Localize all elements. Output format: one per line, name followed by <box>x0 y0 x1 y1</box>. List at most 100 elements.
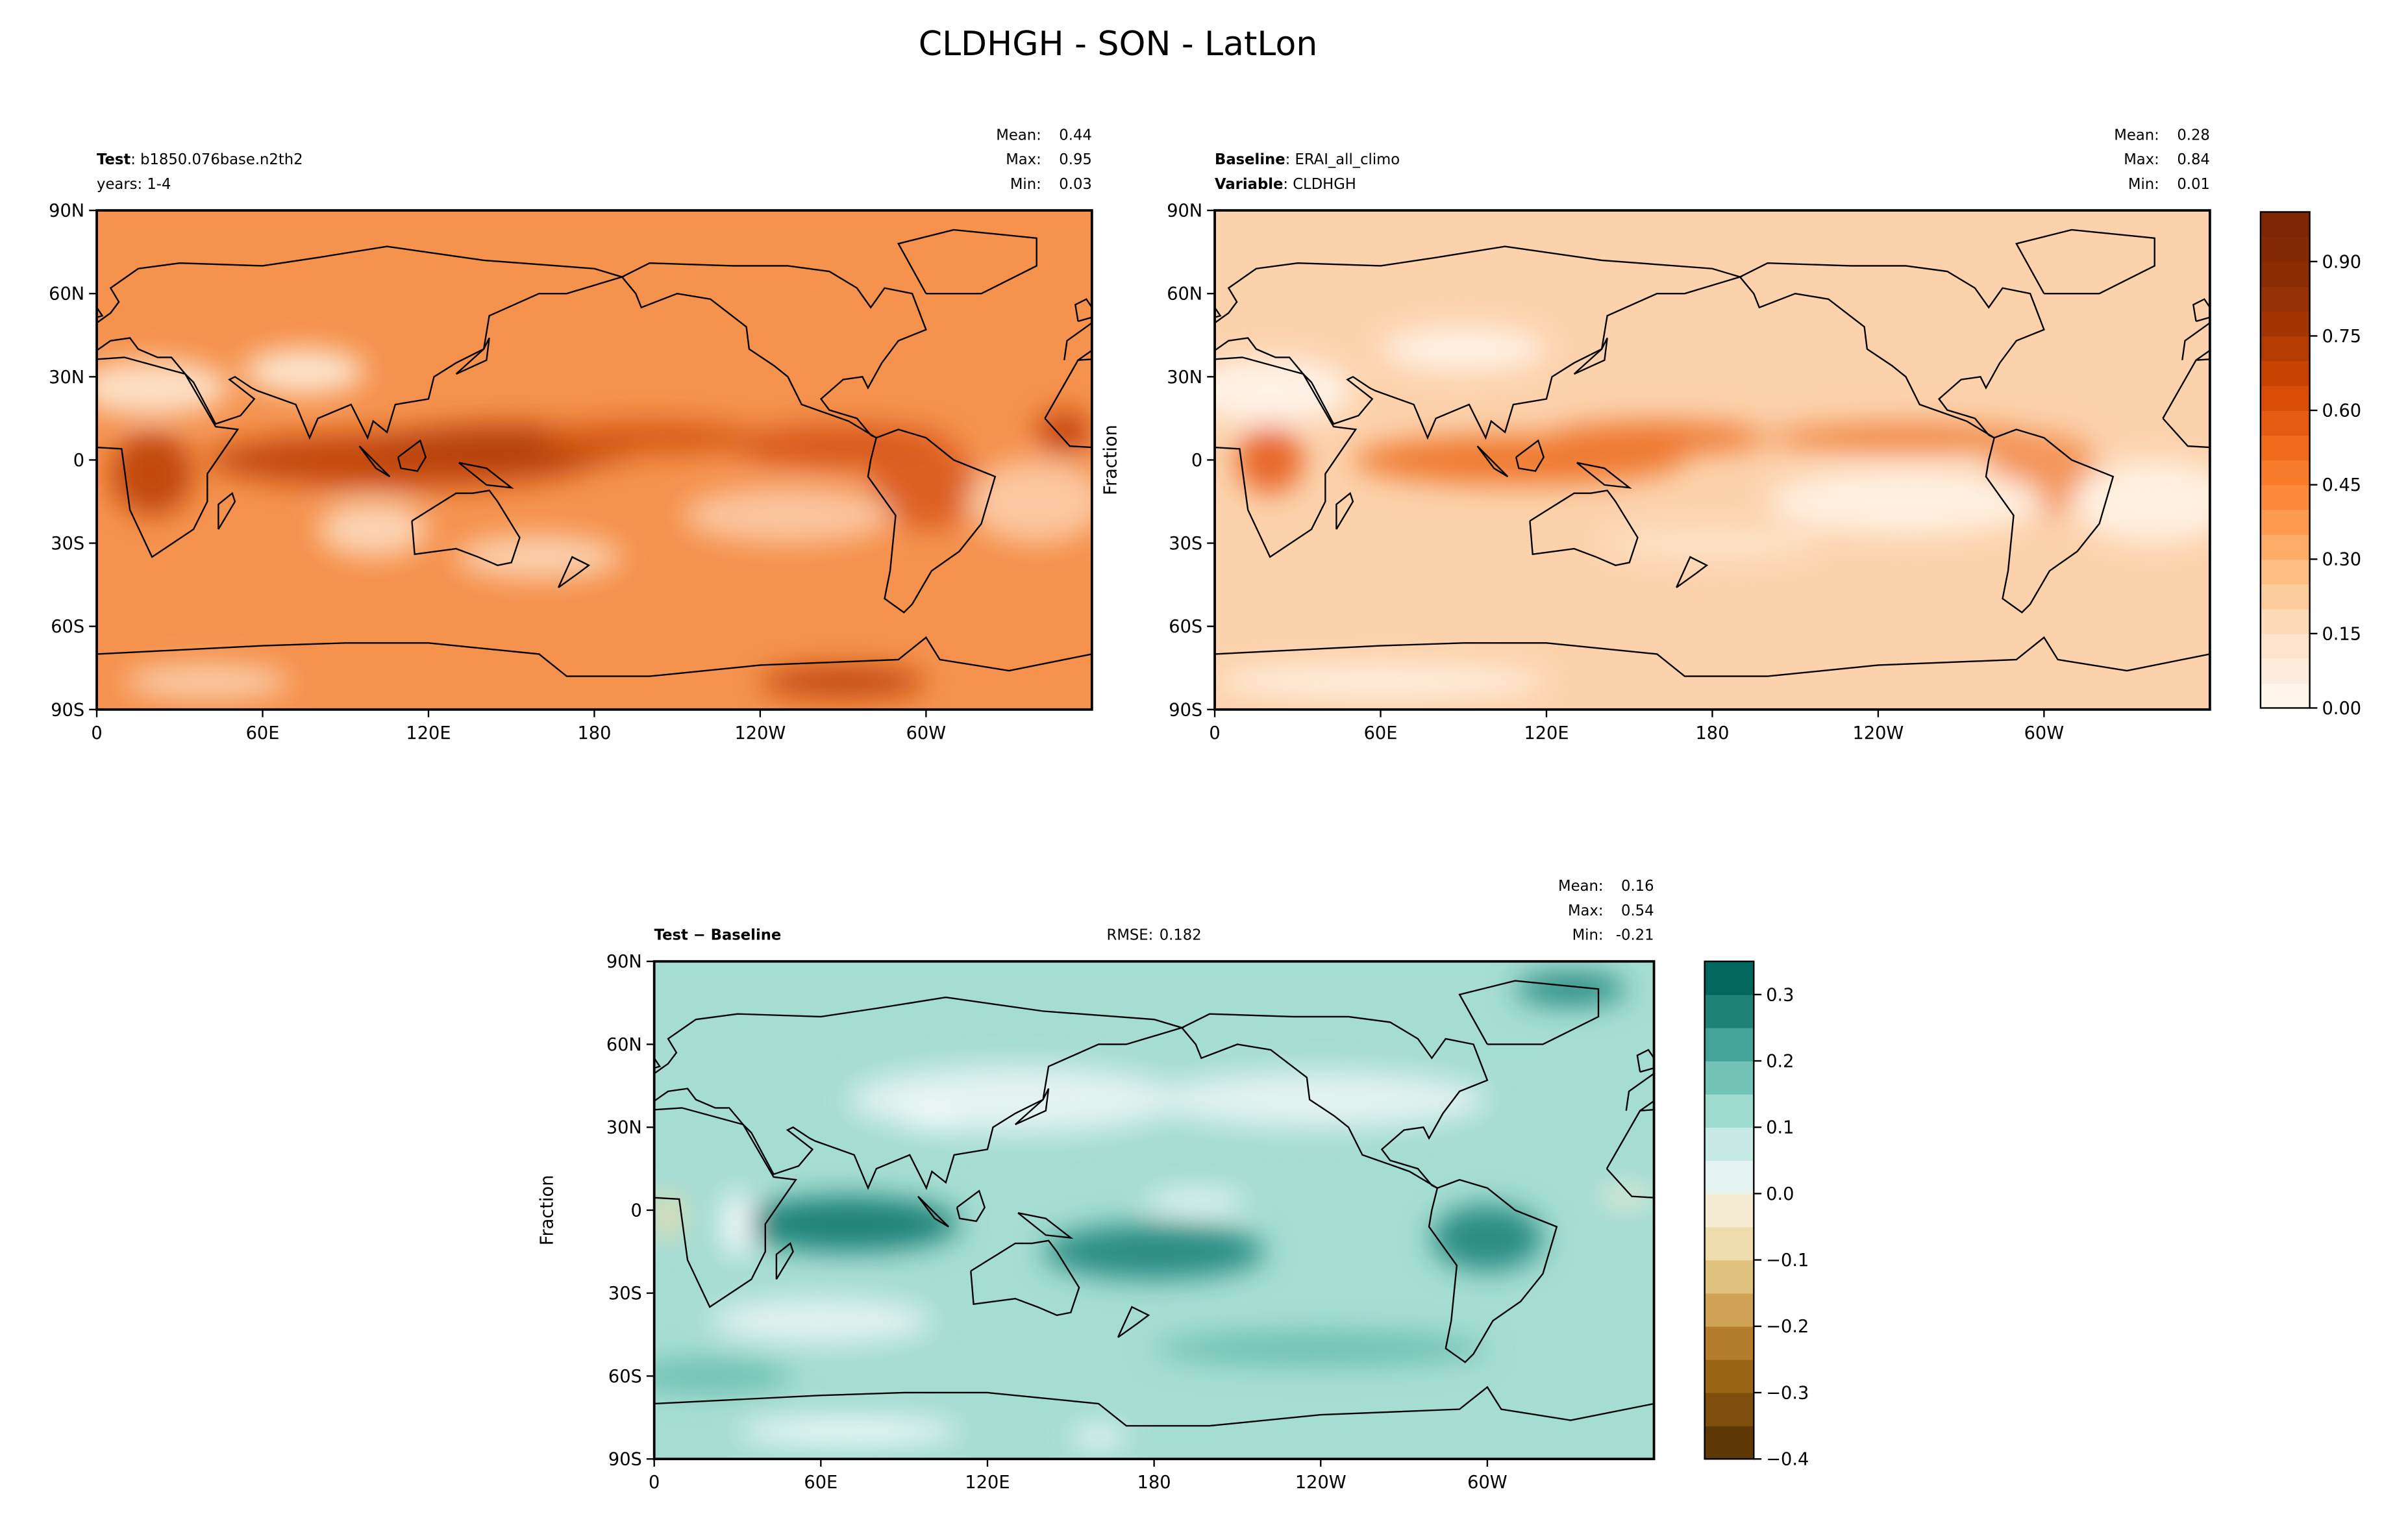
field-blobs <box>97 349 1092 699</box>
y-tick-label: 30N <box>1167 367 1202 388</box>
y-tick-label: 90S <box>51 700 84 720</box>
colorbar-tick-label: −0.2 <box>1766 1317 1809 1337</box>
x-tick-label: 60E <box>804 1473 838 1493</box>
colorbar-tick-label: 0.15 <box>2322 624 2362 644</box>
stat-label: Max: <box>1568 902 1604 919</box>
colorbar-band <box>1704 1094 1754 1128</box>
coastline <box>97 356 240 558</box>
stat-label: Min: <box>1010 176 1041 193</box>
colorbar-band <box>2260 336 2310 362</box>
panel-label-part: Test − Baseline <box>654 927 782 944</box>
panel-label-part: : ERAI_all_climo <box>1285 151 1400 168</box>
y-tick-label: 60N <box>1167 284 1202 305</box>
y-tick-label: 60N <box>606 1035 642 1055</box>
colorbar-band <box>2260 460 2310 486</box>
field-blob <box>317 501 428 557</box>
colorbar-tick-label: −0.4 <box>1766 1450 1809 1470</box>
x-tick-label: 0 <box>1209 723 1220 743</box>
coastline <box>956 1189 986 1223</box>
coastline <box>411 490 521 566</box>
coastline <box>1529 490 1639 566</box>
coastline <box>1181 1013 1489 1189</box>
field-blob <box>738 1420 960 1443</box>
field-blob <box>682 488 893 543</box>
x-tick-label: 180 <box>1695 723 1729 743</box>
coastline <box>217 491 236 530</box>
y-tick-label: 30S <box>51 534 84 554</box>
colorbar-band <box>1704 1426 1754 1460</box>
field-blobs <box>1215 327 2210 699</box>
coastline <box>654 996 1185 1190</box>
colorbar-tick-label: 0.75 <box>2322 327 2362 347</box>
y-tick-label: 60S <box>51 617 84 637</box>
field-blob <box>849 1066 1182 1133</box>
panel-label: Variable: CLDHGH <box>1215 176 1356 193</box>
field-blob <box>456 534 623 580</box>
coastline <box>1676 556 1709 588</box>
x-tick-label: 60E <box>1364 723 1398 743</box>
coastline <box>1215 356 1358 558</box>
coastline <box>1739 262 2045 439</box>
colorbar-band <box>1704 1392 1754 1426</box>
field-blob <box>539 421 760 454</box>
panel-label-part: Test <box>97 151 130 168</box>
map-field <box>654 961 2408 1460</box>
stat-value: -0.21 <box>1616 927 1654 944</box>
colorbar-tick-label: 0.3 <box>1766 985 1794 1005</box>
field-blob <box>1237 427 1304 493</box>
stat-value: 0.95 <box>1059 151 1092 168</box>
y-tick-label: 60N <box>49 284 84 305</box>
field-blob <box>1154 1332 1487 1365</box>
panel-label-part: years: 1-4 <box>97 176 171 193</box>
y-tick-label: 90S <box>608 1450 642 1470</box>
coastline <box>1985 429 2115 614</box>
x-tick-label: 60W <box>1467 1473 1507 1493</box>
y-tick-label: 90N <box>1167 201 1202 221</box>
colorbar-tick-label: 0.0 <box>1766 1184 1794 1204</box>
field-blob <box>243 349 366 393</box>
coastline <box>97 245 625 440</box>
colorbar-band <box>1704 1293 1754 1327</box>
colorbar-band <box>1704 1260 1754 1294</box>
colorbar-tick-label: 0.30 <box>2322 550 2362 570</box>
panel-label: years: 1-4 <box>97 176 171 193</box>
x-tick-label: 120E <box>965 1473 1010 1493</box>
colorbar-band <box>2260 608 2310 634</box>
coastline <box>897 229 1037 295</box>
colorbar-band <box>1704 1226 1754 1261</box>
field-blob <box>1767 423 2044 452</box>
field-blob <box>1036 410 1092 454</box>
colorbar-tick-label: −0.3 <box>1766 1383 1809 1403</box>
coastline <box>455 337 490 375</box>
colorbar-band <box>2260 584 2310 610</box>
coastline <box>2015 229 2155 295</box>
colorbar-band <box>2260 435 2310 461</box>
colorbar-band <box>2260 633 2310 659</box>
y-tick-label: 30N <box>49 367 84 388</box>
stat-label: Mean: <box>996 127 1041 143</box>
coastline <box>1117 1306 1150 1338</box>
field-blob <box>1598 1187 1654 1205</box>
x-tick-label: 60E <box>246 723 280 743</box>
colorbar-band <box>2260 212 2310 238</box>
x-tick-label: 60W <box>2024 723 2064 743</box>
stat-label: Max: <box>2124 151 2159 168</box>
colorbar-band <box>2260 658 2310 684</box>
field-blob <box>97 360 230 416</box>
coastline <box>1476 445 1509 478</box>
coastline <box>1918 1197 1948 1227</box>
colorbar-band <box>2260 385 2310 411</box>
y-tick-label: 30N <box>606 1118 642 1138</box>
colorbar-band <box>2260 360 2310 386</box>
colorbar-tick-label: 0.90 <box>2322 252 2362 272</box>
colorbar-band <box>2260 484 2310 510</box>
x-tick-label: 120W <box>1853 723 1904 743</box>
map-field <box>97 210 1092 710</box>
field-blob <box>1154 1072 1487 1128</box>
y-tick-label: 90N <box>49 201 84 221</box>
coastline <box>2181 1014 2408 1188</box>
coastline <box>1428 1178 1558 1363</box>
y-tick-label: 30S <box>1169 534 1202 554</box>
x-tick-label: 60W <box>906 723 946 743</box>
field-blob <box>1215 357 1353 424</box>
